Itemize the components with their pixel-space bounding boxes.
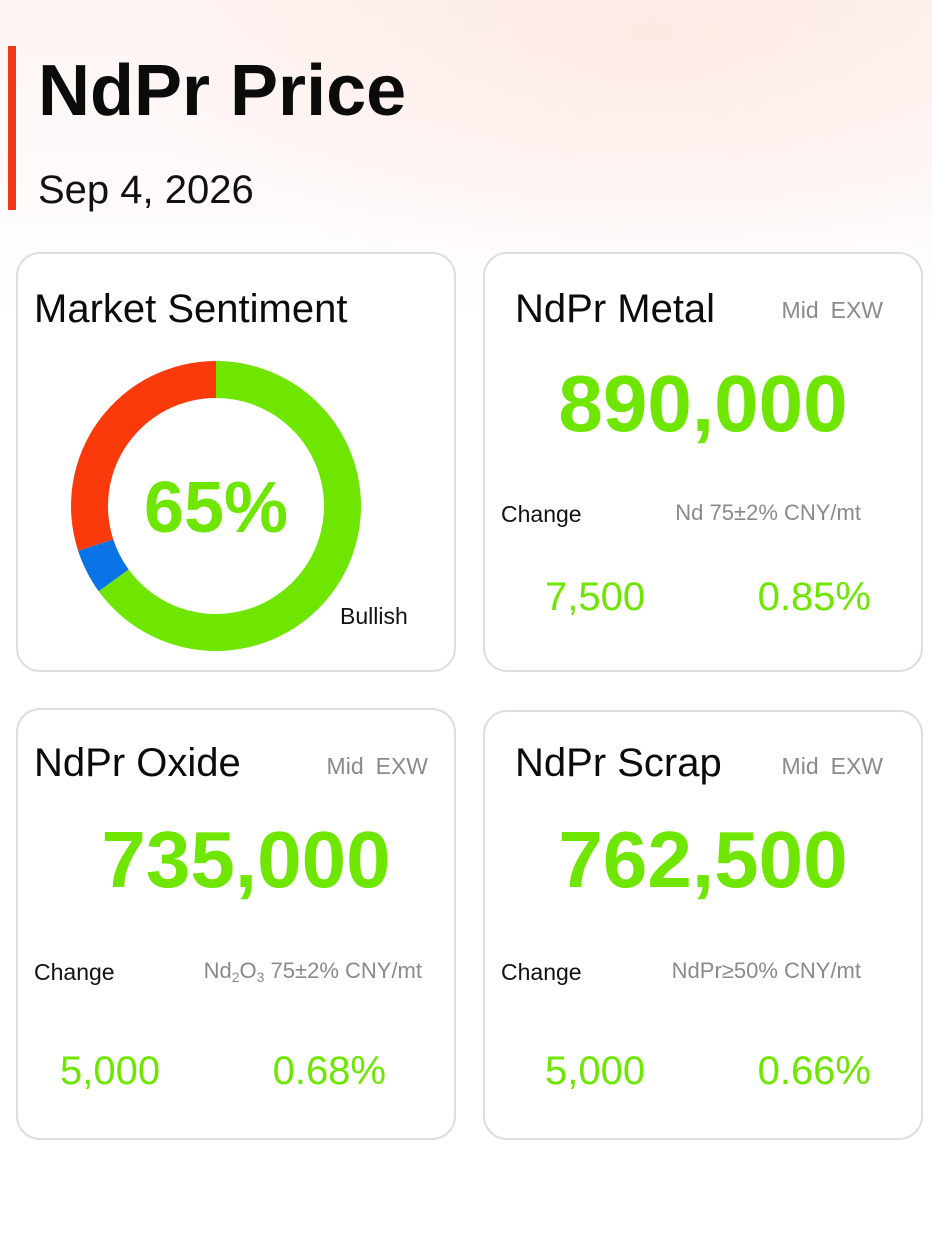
scrap-change-pct: 0.66%: [757, 1049, 871, 1093]
oxide-spec-prefix: Nd: [203, 958, 232, 983]
oxide-change-abs: 5,000: [60, 1049, 161, 1093]
metal-price-basis: Mid EXW: [782, 296, 883, 324]
title-accent-bar: [8, 46, 16, 210]
oxide-spec-mid: O: [239, 958, 257, 983]
page-date: Sep 4, 2026: [38, 168, 254, 212]
oxide-exw-label: EXW: [375, 753, 428, 779]
ndpr-metal-card: NdPr Metal Mid EXW 890,000 Change Nd 75±2…: [483, 252, 923, 672]
donut-segment-neutral: [78, 539, 129, 592]
scrap-price: 762,500: [558, 815, 848, 904]
scrap-price-basis: Mid EXW: [782, 752, 883, 780]
sentiment-title: Market Sentiment: [34, 287, 348, 331]
donut-segment-bearish: [71, 361, 217, 551]
oxide-change-label: Change: [34, 959, 115, 985]
scrap-change-abs: 5,000: [545, 1049, 646, 1093]
ndpr-scrap-card: NdPr Scrap Mid EXW 762,500 Change NdPr≥50…: [483, 710, 923, 1140]
oxide-spec-rest: 75±2% CNY/mt: [264, 958, 422, 983]
metal-exw-label: EXW: [830, 297, 883, 323]
oxide-spec: Nd2O3 75±2% CNY/mt: [204, 957, 422, 991]
scrap-title: NdPr Scrap: [515, 741, 722, 785]
metal-title: NdPr Metal: [515, 287, 716, 331]
oxide-price-basis: Mid EXW: [327, 752, 428, 780]
metal-change-label: Change: [501, 501, 582, 527]
oxide-price: 735,000: [101, 815, 391, 904]
ndpr-oxide-card: NdPr Oxide Mid EXW 735,000 Change Nd2O3 7…: [16, 708, 456, 1140]
sentiment-donut-chart: [71, 361, 361, 651]
oxide-mid-label: Mid: [326, 753, 364, 779]
scrap-mid-label: Mid: [781, 753, 819, 779]
scrap-spec: NdPr≥50% CNY/mt: [671, 958, 861, 983]
sentiment-label: Bullish: [340, 603, 408, 629]
oxide-spec-sub2: 3: [256, 969, 265, 985]
scrap-exw-label: EXW: [830, 753, 883, 779]
oxide-spec-sub1: 2: [231, 969, 240, 985]
metal-mid-label: Mid: [781, 297, 819, 323]
metal-price: 890,000: [558, 359, 848, 448]
oxide-title: NdPr Oxide: [34, 741, 241, 785]
metal-spec: Nd 75±2% CNY/mt: [675, 500, 861, 525]
oxide-change-pct: 0.68%: [272, 1049, 386, 1093]
page-title: NdPr Price: [38, 51, 407, 131]
sentiment-percent: 65%: [143, 468, 289, 548]
metal-change-pct: 0.85%: [757, 575, 871, 619]
scrap-change-label: Change: [501, 959, 582, 985]
metal-change-abs: 7,500: [545, 575, 646, 619]
